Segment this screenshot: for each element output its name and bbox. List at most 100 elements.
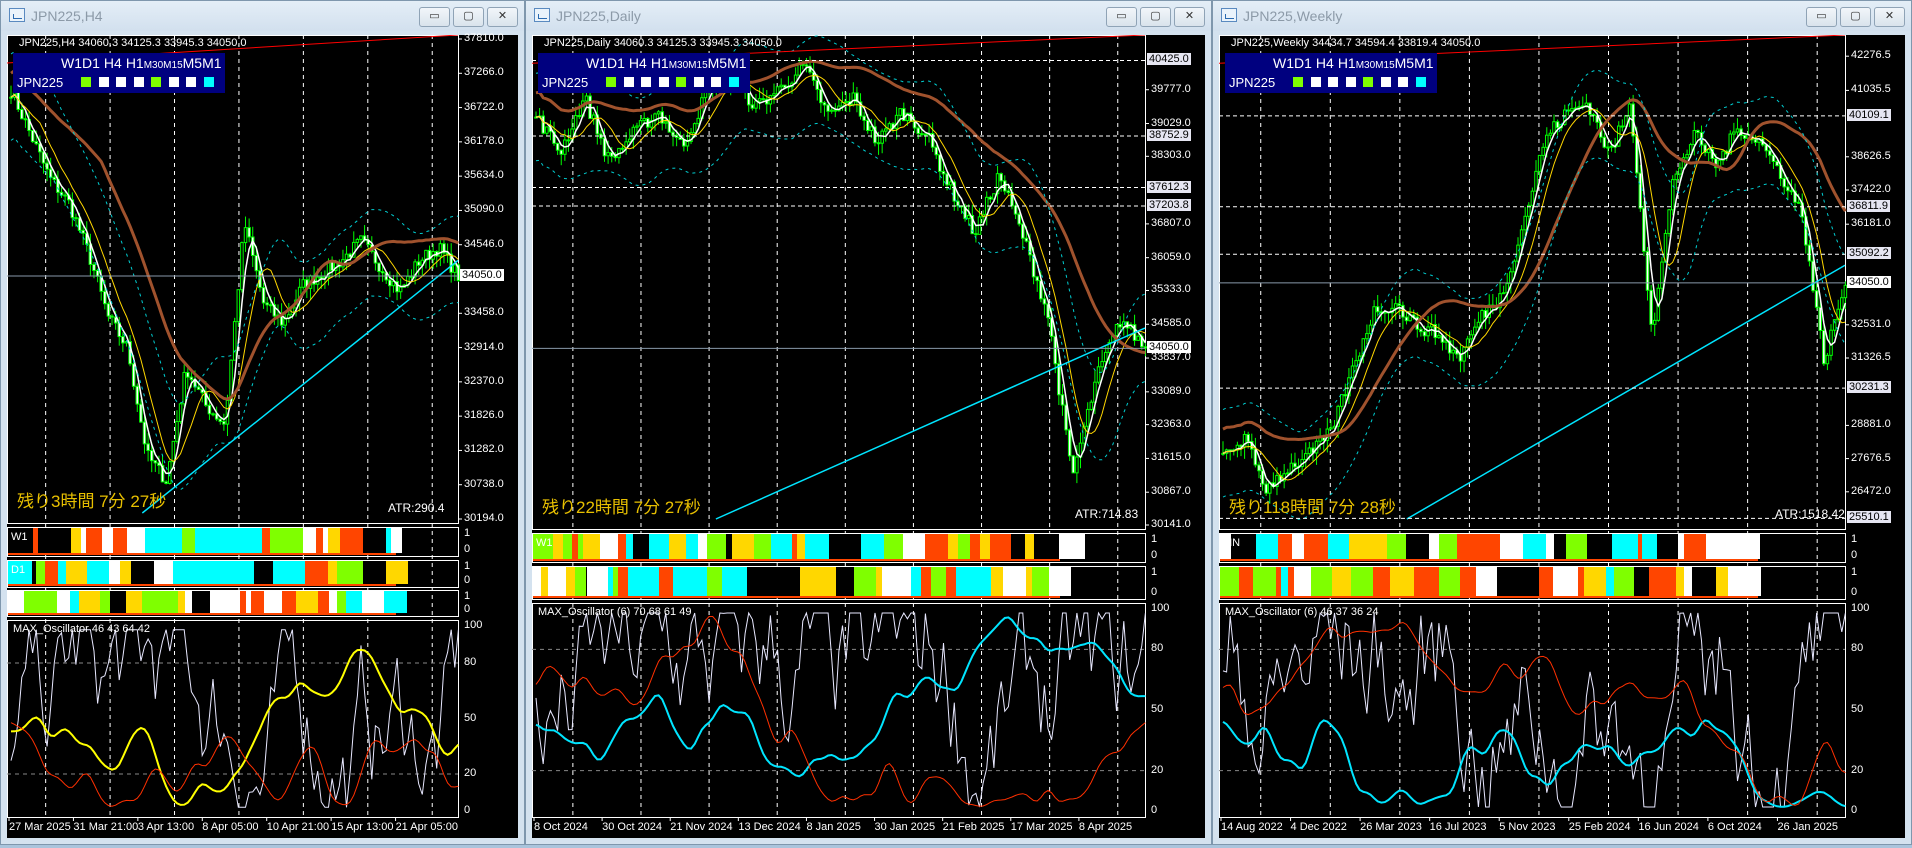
chart-area[interactable]: JPN225,H4 34060.3 34125.3 33945.3 34050.… — [7, 32, 518, 838]
candle — [1714, 158, 1718, 169]
candle — [1706, 148, 1711, 154]
candle — [377, 262, 381, 273]
candle — [1480, 310, 1484, 323]
price-axis-label: 31326.5 — [1851, 350, 1891, 363]
candle — [934, 146, 939, 156]
strip-segment — [990, 534, 1011, 559]
strip-segment — [618, 567, 629, 596]
maximize-button[interactable]: ▢ — [453, 7, 484, 27]
oscillator-signal-line — [535, 616, 1146, 778]
candle — [815, 79, 820, 90]
candle — [1064, 404, 1068, 431]
chart-window-0[interactable]: JPN225,H4 ▭ ▢ ✕ JPN225,H4 34060.3 34125.3 33… — [0, 0, 525, 845]
candle — [1563, 109, 1567, 125]
candle — [916, 127, 920, 135]
candle — [577, 115, 582, 118]
price-axis-label: 37422.0 — [1851, 182, 1891, 195]
maximize-button[interactable]: ▢ — [1840, 7, 1871, 27]
strip-segment — [1031, 567, 1050, 596]
strip-segment — [707, 567, 723, 596]
candle — [121, 336, 125, 344]
oscillator-axis-label: 0 — [1851, 804, 1858, 816]
strip-segment — [253, 561, 265, 584]
candle — [1566, 109, 1571, 112]
candle — [566, 139, 571, 142]
candle — [1060, 394, 1065, 406]
candle — [1645, 250, 1650, 291]
timeframe-label-m30: M30 — [1355, 60, 1376, 71]
strip-segment — [628, 567, 651, 596]
oscillator-raw-line — [1222, 611, 1846, 808]
candle — [1732, 131, 1736, 135]
candle — [142, 421, 147, 445]
candle — [1246, 433, 1250, 442]
minimize-button[interactable]: ▭ — [1806, 7, 1837, 27]
chart-window-2[interactable]: JPN225,Weekly ▭ ▢ ✕ JPN225,Weekly 34434.7 34… — [1212, 0, 1912, 845]
strip-axis-label: 0 — [464, 574, 471, 586]
price-level-label: 40109.1 — [1847, 108, 1891, 121]
close-button[interactable]: ✕ — [1174, 7, 1205, 27]
strip-segment — [57, 591, 70, 613]
oscillator-axis-label: 100 — [1151, 602, 1170, 614]
minimize-button[interactable]: ▭ — [1106, 7, 1137, 27]
strip-segment — [673, 567, 697, 596]
strip-segment — [1716, 567, 1728, 596]
title-bar[interactable]: JPN225,H4 ▭ ▢ ✕ — [1, 1, 524, 31]
price-level-label: 36811.9 — [1847, 199, 1890, 212]
candle — [1285, 472, 1290, 475]
date-axis-label: 14 Aug 2022 — [1221, 821, 1283, 833]
strip-segment — [726, 534, 733, 559]
date-axis-label: 16 Jun 2024 — [1638, 821, 1699, 833]
candle — [1552, 121, 1556, 134]
close-button[interactable]: ✕ — [487, 7, 518, 27]
candle — [103, 290, 107, 305]
candle — [1260, 470, 1265, 485]
candle — [178, 403, 183, 423]
strip-segment — [969, 567, 991, 596]
candle — [240, 242, 244, 291]
strip-segment — [805, 534, 830, 559]
title-bar[interactable]: JPN225,Weekly ▭ ▢ ✕ — [1213, 1, 1911, 31]
candle — [272, 304, 277, 317]
candle — [211, 413, 215, 416]
strip-axis-label: 1 — [464, 590, 471, 602]
maximize-button[interactable]: ▢ — [1140, 7, 1171, 27]
lower-band-line — [10, 137, 459, 491]
strip-segment — [1500, 534, 1523, 559]
strip-segment — [337, 591, 346, 613]
strip-label: W1 — [536, 537, 553, 549]
chart-area[interactable]: JPN225,Daily 34060.3 34125.3 33945.3 340… — [532, 35, 1205, 838]
candle — [200, 388, 204, 394]
candle — [1264, 483, 1268, 494]
candle — [541, 115, 545, 134]
oscillator-axis-label: 100 — [1851, 602, 1870, 614]
minimize-button[interactable]: ▭ — [419, 7, 450, 27]
strip-segment — [109, 561, 121, 584]
strip-segment — [246, 591, 252, 613]
date-axis-label: 21 Nov 2024 — [670, 821, 733, 833]
date-axis-label: 15 Apr 13:00 — [331, 821, 394, 833]
bar-countdown: 残り22時間 7分 27秒 — [542, 498, 701, 517]
timeframe-label-w1: W1 — [61, 55, 82, 71]
candle — [599, 133, 603, 139]
strip-segment — [130, 561, 155, 584]
strip-segment — [1539, 567, 1554, 596]
candle — [247, 227, 251, 238]
strip-segment — [173, 561, 197, 584]
chart-window-icon — [534, 8, 550, 22]
chart-window-1[interactable]: JPN225,Daily ▭ ▢ ✕ JPN225,Daily 34060.3 3412… — [525, 0, 1212, 845]
title-bar[interactable]: JPN225,Daily ▭ ▢ ✕ — [526, 1, 1211, 31]
date-axis-label: 13 Dec 2024 — [738, 821, 801, 833]
chart-area[interactable]: JPN225,Weekly 34434.7 34594.4 33819.4 34… — [1219, 35, 1905, 838]
candle — [862, 115, 866, 121]
price-axis-label: 36807.0 — [1151, 216, 1191, 229]
close-button[interactable]: ✕ — [1874, 7, 1905, 27]
candle — [956, 200, 960, 207]
price-axis-label: 31826.0 — [464, 409, 504, 422]
strip-segment — [127, 528, 145, 553]
strip-segment — [1553, 534, 1566, 559]
price-level-label: 30231.3 — [1847, 381, 1891, 394]
price-axis-label: 32370.0 — [464, 374, 504, 387]
upper-band-line — [535, 35, 1146, 373]
price-level-label: 40425.0 — [1147, 53, 1191, 66]
